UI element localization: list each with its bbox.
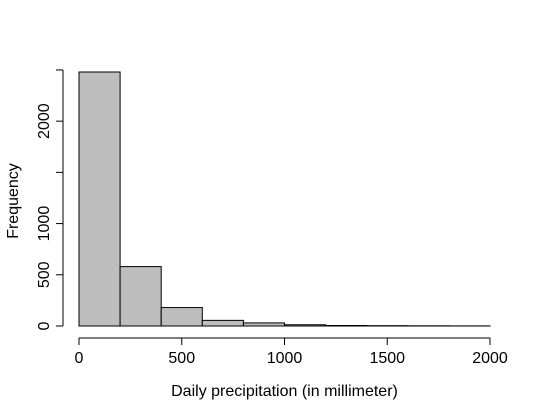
x-tick-label: 2000 <box>472 350 508 367</box>
y-axis: 0 500 1000 2000 <box>36 70 63 331</box>
y-tick-label: 500 <box>36 261 53 288</box>
y-tick-label: 1000 <box>36 206 53 242</box>
y-tick-label: 0 <box>36 321 53 330</box>
x-tick-label: 1000 <box>267 350 303 367</box>
x-tick-label: 0 <box>75 350 84 367</box>
x-tick-label: 1500 <box>369 350 405 367</box>
x-axis: 0 500 1000 1500 2000 <box>75 338 508 367</box>
histogram-bar <box>161 308 202 326</box>
y-tick-label: 2000 <box>36 103 53 139</box>
histogram-bar <box>285 325 326 326</box>
histogram-bar <box>120 267 161 326</box>
histogram-bar <box>79 72 120 326</box>
x-tick-label: 500 <box>168 350 195 367</box>
histogram-bar <box>202 320 243 326</box>
histogram-bar <box>326 325 367 326</box>
histogram-bar <box>243 323 284 326</box>
y-axis-title: Frequency <box>5 163 22 239</box>
x-axis-title: Daily precipitation (in millimeter) <box>171 383 398 400</box>
bars-layer <box>79 72 490 326</box>
